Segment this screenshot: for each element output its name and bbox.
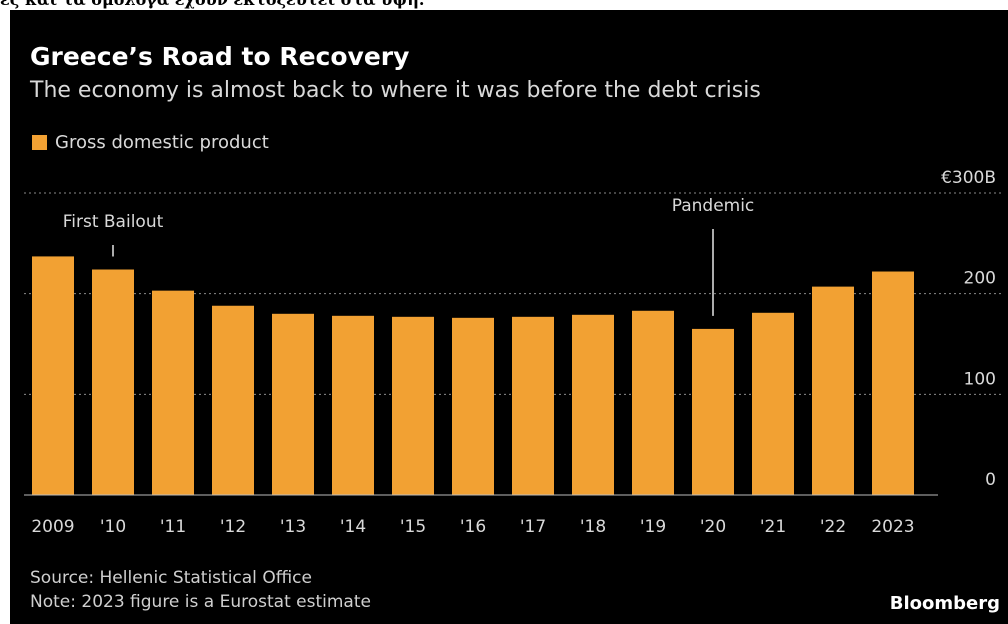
x-tick-label: '12 [220, 517, 246, 537]
x-tick-label: '19 [640, 517, 666, 537]
bar [92, 269, 134, 495]
x-tick-label: '13 [280, 517, 306, 537]
x-tick-label: '22 [820, 517, 846, 537]
y-tick-label: 0 [985, 470, 996, 490]
legend-swatch [32, 135, 47, 150]
bar [32, 256, 74, 495]
bar [872, 271, 914, 495]
note-text: Note: 2023 figure is a Eurostat estimate [30, 592, 371, 612]
y-tick-label: €300B [941, 168, 996, 188]
chart-subtitle: The economy is almost back to where it w… [30, 78, 761, 103]
annotation-label: First Bailout [63, 212, 164, 232]
chart-title: Greece’s Road to Recovery [30, 42, 410, 71]
bar [692, 328, 734, 495]
source-text: Source: Hellenic Statistical Office [30, 568, 312, 588]
x-tick-label: '18 [580, 517, 606, 537]
bar [392, 316, 434, 495]
bloomberg-logo: Bloomberg [889, 593, 1000, 614]
x-tick-label: '11 [160, 517, 186, 537]
bar [272, 313, 314, 495]
bar [752, 312, 794, 495]
x-tick-label: '16 [460, 517, 486, 537]
y-tick-label: 100 [964, 369, 996, 389]
legend: Gross domestic product [32, 132, 269, 153]
chart-panel: Greece’s Road to Recovery The economy is… [10, 10, 1008, 624]
header-text: ες και τα ομόλογα έχουν εκτοξευτεί στα ύ… [0, 0, 424, 9]
bar [332, 315, 374, 495]
x-tick-label: '14 [340, 517, 366, 537]
header-text-strip: ες και τα ομόλογα έχουν εκτοξευτεί στα ύ… [0, 0, 1008, 10]
bar [152, 290, 194, 495]
x-tick-label: '21 [760, 517, 786, 537]
bar [812, 286, 854, 495]
legend-label: Gross domestic product [55, 132, 269, 153]
x-tick-label: 2009 [31, 517, 74, 537]
x-tick-label: '10 [100, 517, 126, 537]
bar [212, 305, 254, 495]
x-tick-label: '15 [400, 517, 426, 537]
bar [632, 310, 674, 495]
bar [572, 314, 614, 495]
annotation-label: Pandemic [672, 196, 755, 216]
y-tick-label: 200 [964, 269, 996, 289]
x-tick-label: '20 [700, 517, 726, 537]
bar [452, 317, 494, 495]
x-tick-label: '17 [520, 517, 546, 537]
x-tick-label: 2023 [871, 517, 914, 537]
source-notes: Source: Hellenic Statistical Office Note… [30, 566, 371, 614]
bar-chart: 2009 '10 '11 '12 '13 '14 '15 '16 '17 '18 '19 '20 '21… [24, 168, 1004, 537]
bar [512, 316, 554, 495]
